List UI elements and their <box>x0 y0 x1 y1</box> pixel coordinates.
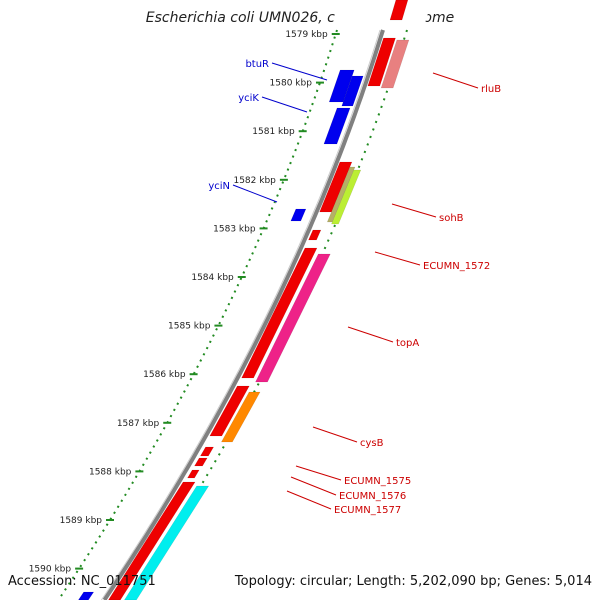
ECUMN_1576-leader <box>290 476 337 496</box>
cysB-leader <box>312 426 358 443</box>
gene-bottom-cyan <box>124 485 210 600</box>
ECUMN_1575-label: ECUMN_1575 <box>344 476 411 487</box>
gene-sohB-b <box>326 166 356 223</box>
cysB-label: cysB <box>360 438 384 449</box>
tick-label: 1584 kbp <box>191 273 234 283</box>
ECUMN_1572-leader <box>374 251 421 266</box>
ECUMN_1572-label: ECUMN_1572 <box>423 261 490 272</box>
tick-label: 1583 kbp <box>213 224 256 234</box>
topology-label: Topology: circular; Length: 5,202,090 bp… <box>234 574 592 589</box>
ECUMN_1575-leader <box>295 465 342 481</box>
backbone-arc <box>102 29 385 600</box>
yciN-label: yciN <box>208 181 230 192</box>
ECUMN_1577-leader <box>286 490 332 510</box>
topA-label: topA <box>396 338 419 349</box>
tick-label: 1588 kbp <box>89 467 132 477</box>
backbone-shadow <box>100 29 381 600</box>
gene-ECUMN_1575 <box>199 446 215 457</box>
gene-yciK <box>323 107 351 145</box>
gene-top-strip <box>389 0 409 21</box>
btuR-leader <box>271 62 328 81</box>
yciN-leader <box>232 184 278 203</box>
ECUMN_1576-label: ECUMN_1576 <box>339 491 406 502</box>
sohB-leader <box>391 203 437 218</box>
rluB-leader <box>432 72 479 89</box>
rluB-label: rluB <box>481 84 501 95</box>
yciK-label: yciK <box>238 93 259 104</box>
btuR-label: btuR <box>245 59 269 70</box>
tick-label: 1585 kbp <box>168 322 211 332</box>
gene-bottom-minus <box>78 591 95 600</box>
yciK-leader <box>261 96 308 113</box>
sohB-label: sohB <box>439 213 464 224</box>
tick-label: 1590 kbp <box>29 565 72 575</box>
gene-ECUMN_1572 <box>308 229 322 241</box>
gene-cysB <box>220 391 261 443</box>
gene-sohB <box>331 169 362 225</box>
ring-band <box>52 0 432 600</box>
topA-leader <box>347 326 394 343</box>
gene-ECUMN_1577 <box>187 469 200 479</box>
ECUMN_1577-label: ECUMN_1577 <box>334 505 401 516</box>
gene-cysB-a <box>209 385 250 437</box>
gene-topA-a <box>241 247 318 379</box>
tick-label: 1589 kbp <box>60 516 103 526</box>
tick-label: 1582 kbp <box>233 176 276 186</box>
gene-ECUMN_1576 <box>194 457 208 467</box>
gene-topA <box>255 253 331 383</box>
gene-yciK-a <box>341 75 364 107</box>
tick-label: 1587 kbp <box>117 419 160 429</box>
gene-rluB-a <box>367 37 396 87</box>
gene-yciN <box>290 208 307 222</box>
tick-label: 1581 kbp <box>252 127 295 137</box>
gene-rluB <box>380 39 410 89</box>
tick-label: 1586 kbp <box>143 370 186 380</box>
gene-bottom-a <box>108 481 196 600</box>
tick-label: 1580 kbp <box>270 79 313 89</box>
accession-label: Accession: NC_011751 <box>8 574 156 589</box>
tick-label: 1579 kbp <box>285 30 328 40</box>
